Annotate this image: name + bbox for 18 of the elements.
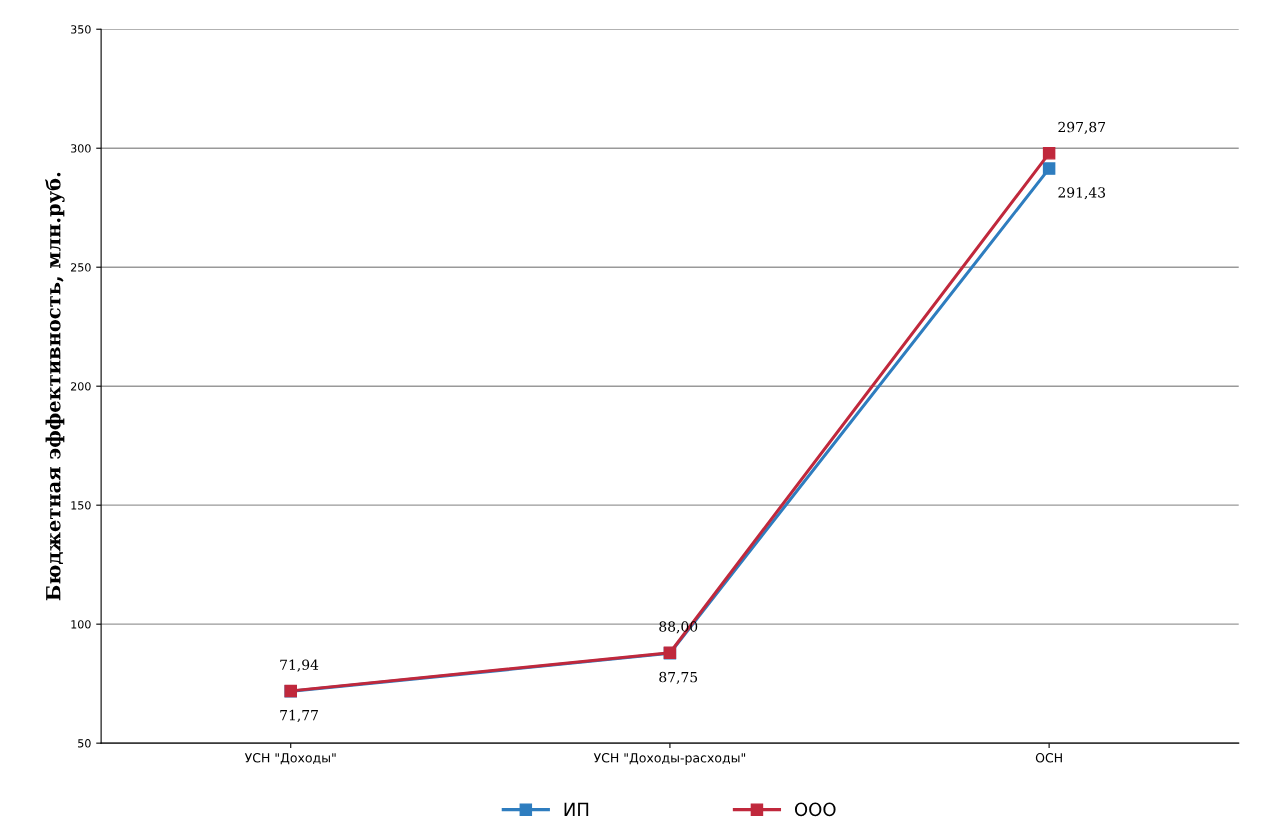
x-tick-label: УСН "Доходы-расходы" xyxy=(593,753,746,765)
data-label: 71,77 xyxy=(280,709,318,723)
y-tick-label: 150 xyxy=(71,501,91,510)
data-label: 87,75 xyxy=(659,671,698,685)
y-tick-label: 50 xyxy=(78,739,91,748)
y-tick-label: 250 xyxy=(71,263,91,272)
data-label: 291,43 xyxy=(1058,187,1106,200)
data-label: 71,94 xyxy=(280,659,319,672)
y-tick-label: 100 xyxy=(71,620,91,629)
data-label: 297,87 xyxy=(1058,121,1106,135)
legend-label: ИП xyxy=(564,802,589,816)
y-tick-label: 300 xyxy=(71,144,91,153)
y-tick-label: 200 xyxy=(71,382,91,391)
x-tick-label: ОСН xyxy=(1035,753,1062,763)
y-tick-label: 350 xyxy=(71,25,91,34)
legend-label: ООО xyxy=(794,802,836,817)
y-axis-title: Бюджетная эффективность, млн.руб. xyxy=(45,172,65,601)
x-tick-label: УСН "Доходы" xyxy=(244,753,336,765)
